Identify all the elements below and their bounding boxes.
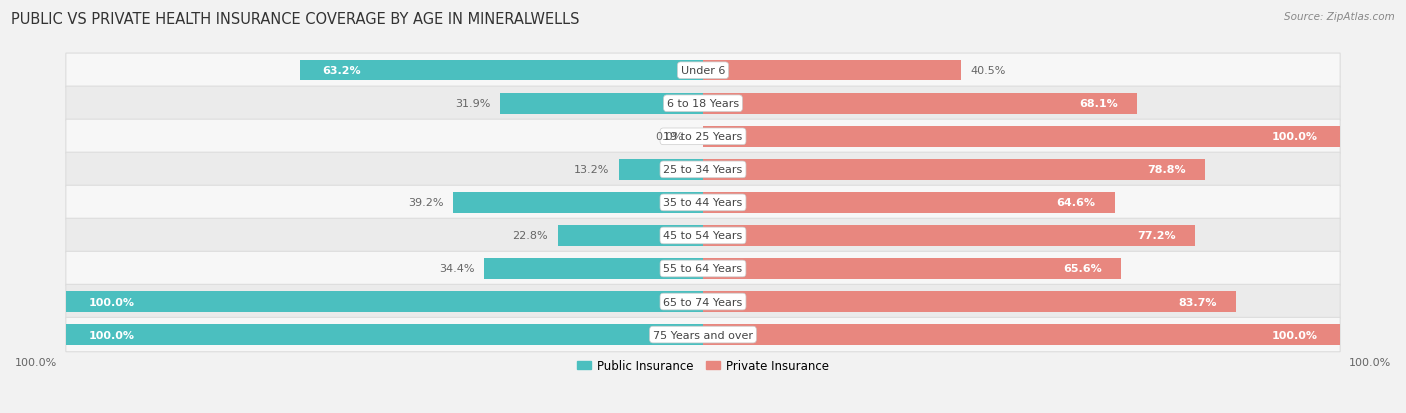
Text: 77.2%: 77.2% bbox=[1137, 231, 1175, 241]
Bar bbox=[484, 259, 703, 279]
Text: 100.0%: 100.0% bbox=[1272, 132, 1317, 142]
Text: 40.5%: 40.5% bbox=[970, 66, 1005, 76]
Text: 19 to 25 Years: 19 to 25 Years bbox=[664, 132, 742, 142]
Text: 100.0%: 100.0% bbox=[15, 357, 58, 367]
Text: 78.8%: 78.8% bbox=[1147, 165, 1185, 175]
Bar bbox=[703, 160, 1205, 180]
Text: Under 6: Under 6 bbox=[681, 66, 725, 76]
FancyBboxPatch shape bbox=[66, 153, 1340, 187]
Text: Source: ZipAtlas.com: Source: ZipAtlas.com bbox=[1284, 12, 1395, 22]
Bar bbox=[703, 292, 1236, 312]
Text: 25 to 34 Years: 25 to 34 Years bbox=[664, 165, 742, 175]
FancyBboxPatch shape bbox=[66, 54, 1340, 88]
Text: 100.0%: 100.0% bbox=[1272, 330, 1317, 340]
Bar bbox=[301, 61, 703, 81]
Bar bbox=[703, 127, 1340, 147]
Text: 35 to 44 Years: 35 to 44 Years bbox=[664, 198, 742, 208]
Text: 39.2%: 39.2% bbox=[408, 198, 444, 208]
Bar bbox=[703, 225, 1195, 246]
Text: 100.0%: 100.0% bbox=[89, 297, 134, 307]
Text: 55 to 64 Years: 55 to 64 Years bbox=[664, 264, 742, 274]
Text: 22.8%: 22.8% bbox=[513, 231, 548, 241]
Text: 31.9%: 31.9% bbox=[456, 99, 491, 109]
Text: 75 Years and over: 75 Years and over bbox=[652, 330, 754, 340]
Bar bbox=[703, 259, 1121, 279]
Bar bbox=[703, 325, 1340, 345]
FancyBboxPatch shape bbox=[66, 285, 1340, 319]
FancyBboxPatch shape bbox=[66, 87, 1340, 121]
Text: 45 to 54 Years: 45 to 54 Years bbox=[664, 231, 742, 241]
Text: PUBLIC VS PRIVATE HEALTH INSURANCE COVERAGE BY AGE IN MINERALWELLS: PUBLIC VS PRIVATE HEALTH INSURANCE COVER… bbox=[11, 12, 579, 27]
FancyBboxPatch shape bbox=[66, 318, 1340, 352]
Bar bbox=[703, 94, 1137, 114]
Text: 65.6%: 65.6% bbox=[1063, 264, 1102, 274]
FancyBboxPatch shape bbox=[66, 252, 1340, 286]
Legend: Public Insurance, Private Insurance: Public Insurance, Private Insurance bbox=[572, 354, 834, 377]
Bar bbox=[499, 94, 703, 114]
FancyBboxPatch shape bbox=[66, 219, 1340, 253]
Text: 65 to 74 Years: 65 to 74 Years bbox=[664, 297, 742, 307]
Text: 34.4%: 34.4% bbox=[439, 264, 474, 274]
Text: 63.2%: 63.2% bbox=[323, 66, 361, 76]
Text: 100.0%: 100.0% bbox=[89, 330, 134, 340]
Text: 68.1%: 68.1% bbox=[1078, 99, 1118, 109]
Bar bbox=[66, 292, 703, 312]
Bar bbox=[703, 61, 960, 81]
Text: 64.6%: 64.6% bbox=[1056, 198, 1095, 208]
FancyBboxPatch shape bbox=[66, 186, 1340, 220]
Bar bbox=[619, 160, 703, 180]
Bar bbox=[703, 193, 1115, 213]
Text: 0.0%: 0.0% bbox=[655, 132, 683, 142]
Text: 83.7%: 83.7% bbox=[1178, 297, 1218, 307]
Bar bbox=[66, 325, 703, 345]
Text: 6 to 18 Years: 6 to 18 Years bbox=[666, 99, 740, 109]
FancyBboxPatch shape bbox=[66, 120, 1340, 154]
Text: 13.2%: 13.2% bbox=[574, 165, 609, 175]
Text: 100.0%: 100.0% bbox=[1348, 357, 1391, 367]
Bar bbox=[558, 225, 703, 246]
Bar bbox=[453, 193, 703, 213]
